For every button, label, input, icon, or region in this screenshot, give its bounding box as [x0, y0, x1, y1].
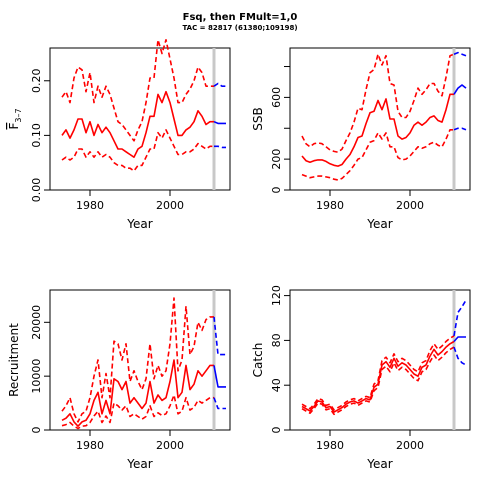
projection-upper-bound-line: [453, 51, 467, 57]
x-tick-label: 1980: [76, 439, 104, 452]
plot-frame: [49, 289, 231, 431]
y-axis-label: Catch: [251, 343, 265, 378]
panel-catch: 1980 2000 0 40 80 120 Year Catch: [251, 285, 471, 471]
chart-subtitle: TAC = 82817 (61380;109198): [182, 24, 297, 32]
history-upper-bound-line: [301, 53, 455, 153]
projection-upper-bound-line: [453, 299, 467, 337]
y-tick-label: 10000: [30, 359, 43, 394]
y-tick-label: 0: [270, 187, 283, 194]
y-tick-label: 20000: [30, 305, 43, 340]
history-estimate-line: [61, 359, 214, 428]
x-axis-label: Year: [366, 217, 392, 231]
y-axis-label: SSB: [251, 107, 265, 130]
x-axis-label: Year: [126, 457, 152, 471]
history-upper-bound-line: [61, 38, 214, 142]
x-tick-label: 1980: [76, 199, 104, 212]
history-upper-bound-line: [301, 335, 455, 411]
x-tick-label: 1980: [316, 439, 344, 452]
plot-frame: [289, 47, 471, 191]
x-tick-label: 2000: [156, 199, 184, 212]
history-upper-bound-line: [61, 297, 214, 423]
y-tick-label: 200: [270, 149, 283, 170]
history-lower-bound-line: [301, 346, 455, 416]
y-tick-label: 0: [30, 427, 43, 434]
plot-frame: [289, 289, 471, 431]
y-tick-label: 120: [270, 285, 283, 306]
panel-ssb: 1980 2000 0 200 600 Year SSB: [251, 47, 471, 231]
y-tick-label: 0.20: [30, 69, 43, 94]
projection-estimate-line: [453, 84, 467, 95]
x-tick-label: 2000: [156, 439, 184, 452]
projection-upper-bound-line: [213, 82, 226, 87]
y-axis-label-main: F: [7, 123, 21, 130]
x-axis-label: Year: [366, 457, 392, 471]
y-tick-label: 0.10: [30, 123, 43, 148]
history-estimate-line: [61, 90, 214, 158]
history-lower-bound-line: [301, 129, 454, 181]
projection-upper-bound-line: [213, 316, 226, 356]
y-tick-label: 40: [270, 378, 283, 392]
y-axis-label-subscript: 3–7: [14, 108, 23, 122]
projection-estimate-line: [213, 120, 226, 125]
projection-lower-bound-line: [453, 127, 467, 131]
chart-title: Fsq, then FMult=1,0: [183, 12, 298, 23]
x-tick-label: 1980: [316, 199, 344, 212]
x-tick-label: 2000: [396, 199, 424, 212]
panel-fishing-mortality: 1980 2000 0.00 0.10 0.20 Year F3–7: [7, 38, 231, 231]
y-tick-label: 600: [270, 87, 283, 108]
projection-lower-bound-line: [213, 397, 226, 410]
x-axis-label: Year: [126, 217, 152, 231]
projection-estimate-line: [453, 336, 466, 343]
history-estimate-line: [301, 93, 454, 167]
projection-estimate-line: [213, 365, 226, 388]
history-lower-bound-line: [61, 394, 214, 430]
y-axis-label: Recruitment: [7, 323, 21, 397]
projection-lower-bound-line: [214, 145, 226, 149]
y-tick-label: 0.00: [30, 178, 43, 203]
x-tick-label: 2000: [396, 439, 424, 452]
y-tick-label: 0: [270, 427, 283, 434]
projection-lower-bound-line: [453, 346, 467, 366]
y-axis-label: F3–7: [7, 108, 23, 129]
y-tick-label: 80: [270, 333, 283, 347]
plot-frame: [49, 47, 231, 191]
